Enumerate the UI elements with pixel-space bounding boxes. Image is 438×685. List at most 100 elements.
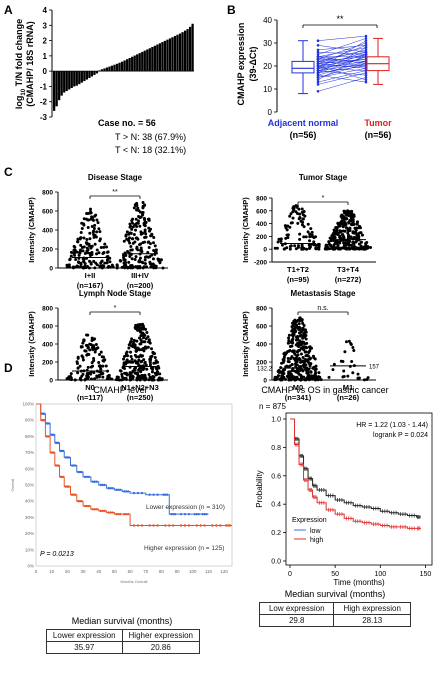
panel-a-y-tick-label: 3 xyxy=(43,21,48,30)
panel-c1-point xyxy=(131,237,135,241)
panel-c2-point xyxy=(325,247,329,251)
panel-b-pair-line xyxy=(317,42,367,60)
panel-c2-category: T1+T2 xyxy=(287,265,309,274)
panel-c2-point xyxy=(314,246,318,250)
panel-c4-point xyxy=(356,372,360,376)
panel-d1-censor-mark xyxy=(117,512,120,516)
panel-c4-point xyxy=(291,341,295,345)
panel-d-km-left: CMAHP level 0% 10% 20% 30% 40% 50% 60% 70% 80% 90… xyxy=(10,385,233,584)
panel-c2-point xyxy=(334,239,338,243)
panel-c2-y-tick-label: -200 xyxy=(254,260,267,267)
panel-c3-title: Lymph Node Stage xyxy=(79,289,152,298)
panel-c4-point xyxy=(290,329,294,333)
panel-d1-censor-mark xyxy=(205,512,208,516)
panel-c1-point xyxy=(150,262,154,266)
panel-c1-point xyxy=(145,255,149,259)
panel-d2-y-tick-label: 0.2 xyxy=(271,530,281,537)
panel-c2-point xyxy=(285,233,289,237)
panel-c3-point xyxy=(153,355,157,359)
panel-c1-point xyxy=(80,227,84,230)
panel-b-pair-point xyxy=(364,48,368,52)
panel-a-bar xyxy=(75,71,78,86)
panel-d1-censor-mark xyxy=(168,524,171,527)
panel-c1-point xyxy=(88,237,92,241)
panel-c2-point xyxy=(351,223,355,227)
panel-c4-point xyxy=(314,364,318,368)
panel-c4-point xyxy=(302,364,306,368)
panel-c3-point xyxy=(85,371,89,375)
panel-c4-point xyxy=(295,337,299,341)
panel-c3-ylabel: Intensity (CMAHP) xyxy=(27,311,36,377)
panel-c3-point xyxy=(104,364,108,368)
panel-c3-point xyxy=(97,353,101,357)
panel-c3-point xyxy=(148,363,152,367)
panel-b-pair-point xyxy=(316,50,320,54)
panel-c2-point xyxy=(357,242,361,246)
panel-c3-point xyxy=(94,343,98,347)
panel-a-bar xyxy=(146,49,149,72)
panel-c4-point xyxy=(296,377,300,381)
panel-c1-point xyxy=(71,265,75,269)
panel-d1-y-tick-label: 80% xyxy=(25,434,34,439)
panel-d1-censor-mark xyxy=(179,512,183,516)
panel-c4-point xyxy=(287,336,291,340)
panel-c1-y-tick-label: 0 xyxy=(49,266,53,273)
panel-c2-n-label: (n=272) xyxy=(335,275,362,284)
panel-c4-point xyxy=(281,373,285,377)
panel-c2-point xyxy=(335,229,339,233)
panel-d1-censor-mark xyxy=(152,493,155,496)
panel-c3-point xyxy=(136,375,140,379)
panel-b-pair-point xyxy=(316,69,320,72)
panel-d1-censor-mark xyxy=(80,500,83,503)
panel-d2-ticks: 0.0 0.2 0.4 0.6 0.8 1.0 0 50 100 150 xyxy=(271,417,431,579)
panel-c3-point xyxy=(142,340,146,344)
panel-c1-point xyxy=(138,216,142,220)
panel-c1-point xyxy=(129,265,133,269)
panel-c3-point xyxy=(142,332,146,336)
panel-a-bar xyxy=(80,71,83,83)
panel-d1-legend-higher: Higher expression (n = 125) xyxy=(144,545,224,552)
panel-a-bar xyxy=(153,45,156,72)
panel-c4-point xyxy=(296,344,300,348)
panel-d1-censor-mark xyxy=(166,493,169,496)
panel-a-bar xyxy=(93,71,96,75)
panel-c3-point xyxy=(99,350,103,354)
panel-c1-point xyxy=(73,248,77,252)
panel-c4-y-tick-label: 200 xyxy=(256,360,267,367)
panel-d1-censor-mark xyxy=(224,524,228,527)
panel-c2-point xyxy=(312,240,316,244)
panel-c1-point xyxy=(95,252,99,256)
panel-a-bar xyxy=(133,55,136,72)
panel-d1-censor-mark xyxy=(99,509,102,513)
panel-c3-point xyxy=(102,355,106,359)
panel-d1-x-tick-label: 90 xyxy=(175,569,181,574)
panel-a-ylabel: log10 T/N fold change xyxy=(14,19,27,109)
panel-c3-point xyxy=(129,371,133,375)
panel-c2-point xyxy=(338,236,342,240)
survival-right-value-low: 29.8 xyxy=(258,614,335,627)
panel-d1-x-tick-label: 100 xyxy=(189,569,197,574)
panel-d1-x-tick-label: 110 xyxy=(205,569,213,574)
panel-d1-censor-mark xyxy=(91,480,95,483)
panel-d1-censor-mark xyxy=(85,504,89,508)
panel-c1-point xyxy=(122,239,126,243)
panel-c4-point xyxy=(304,354,308,358)
panel-c4-category: M1 xyxy=(343,383,353,392)
panel-b-pair-point xyxy=(316,90,320,93)
panel-c1-point xyxy=(137,260,141,264)
panel-c2-point xyxy=(354,228,358,232)
panel-c3-point xyxy=(69,372,73,376)
panel-c1-point xyxy=(139,232,143,236)
panel-d1-censor-mark xyxy=(179,524,183,527)
panel-d-km-right: CMAHP vs OS in gastric cancer n = 875 0.… xyxy=(255,385,433,587)
panel-c2-point xyxy=(295,212,299,216)
panel-c1-point xyxy=(143,224,147,228)
panel-c1-point xyxy=(99,261,103,265)
panel-c2-point xyxy=(338,230,342,234)
panel-c1-point xyxy=(88,231,92,235)
panel-d1-censor-mark xyxy=(183,524,187,527)
panel-b-pair-point xyxy=(316,83,320,86)
panel-c1-point xyxy=(89,211,93,215)
panel-d1-censor-mark xyxy=(136,524,140,527)
panel-b-y-tick-label: 0 xyxy=(268,108,273,117)
